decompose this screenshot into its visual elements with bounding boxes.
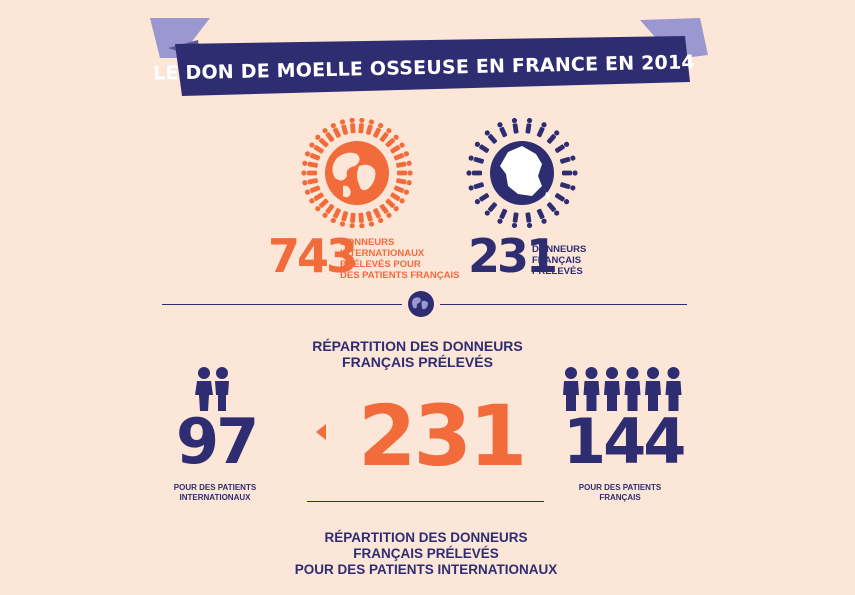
person-icon	[554, 193, 570, 205]
right-label-line: POUR DES PATIENTS	[578, 483, 662, 492]
french-donors-label: DONNEURS FRANÇAIS PRÉLEVÉS	[532, 244, 612, 277]
person-icon	[645, 367, 661, 411]
international-label-line: PRÉLEVÉS POUR	[340, 259, 421, 270]
person-icon	[358, 212, 365, 228]
person-icon	[315, 134, 329, 148]
france-label-line: DONNEURS	[532, 244, 587, 255]
person-icon	[339, 119, 349, 135]
person-icon	[365, 211, 375, 227]
people-ring-france-map-icon	[466, 118, 578, 228]
person-icon	[373, 122, 384, 138]
international-label-line: DONNEURS	[340, 237, 395, 248]
person-icon	[497, 122, 508, 138]
left-label-line: INTERNATIONAUX	[179, 493, 251, 502]
arrow-left-icon	[316, 424, 326, 440]
person-icon	[511, 212, 519, 228]
person-icon	[497, 208, 508, 224]
person-icon	[604, 367, 620, 411]
person-icon	[379, 128, 392, 143]
footer-heading-line: RÉPARTITION DES DONNEURS	[324, 530, 528, 545]
person-icon	[330, 208, 341, 224]
person-icon	[339, 211, 349, 227]
person-icon	[385, 198, 399, 212]
person-icon	[466, 170, 482, 176]
person-icon	[474, 193, 490, 205]
repartition-heading-line: RÉPARTITION DES DONNEURS	[312, 338, 523, 354]
person-icon	[358, 118, 365, 134]
person-icon	[390, 192, 405, 204]
globe-icon	[408, 291, 434, 317]
divider-left	[162, 304, 402, 305]
person-icon	[322, 203, 335, 218]
international-label-line: DES PATIENTS FRANÇAIS	[340, 270, 460, 281]
person-icon	[349, 212, 356, 228]
international-patients-label: POUR DES PATIENTS INTERNATIONAUX	[160, 483, 270, 503]
people-ring-globe-icon	[301, 118, 413, 228]
person-icon	[536, 122, 547, 138]
person-icon	[393, 151, 410, 161]
france-label-line: PRÉLEVÉS	[532, 266, 583, 277]
person-icon	[484, 202, 498, 216]
french-patients-label: POUR DES PATIENTS FRANÇAIS	[560, 483, 680, 503]
person-icon	[322, 128, 335, 143]
person-icon	[309, 192, 324, 204]
french-donors-count: 231	[468, 229, 558, 283]
international-patients-count: 97	[176, 405, 259, 478]
international-donors-count: 743	[268, 229, 358, 283]
person-icon	[546, 130, 560, 144]
person-icon	[559, 155, 576, 164]
person-icon	[393, 185, 410, 195]
person-icon	[302, 160, 318, 168]
person-icon	[624, 367, 641, 411]
footer-heading-line: POUR DES PATIENTS INTERNATIONAUX	[294, 562, 558, 577]
international-label-line: INTERNATIONAUX	[340, 248, 425, 259]
person-icon	[554, 141, 570, 153]
person-icon	[536, 208, 547, 224]
person-icon	[349, 118, 356, 134]
person-icon	[373, 208, 384, 224]
person-icon	[474, 141, 490, 153]
person-icon	[315, 198, 329, 212]
person-icon	[511, 118, 519, 134]
person-icon	[583, 367, 600, 411]
repartition-heading-line: FRANÇAIS PRÉLEVÉS	[342, 354, 493, 370]
person-icon	[525, 212, 533, 228]
person-icon	[385, 134, 399, 148]
two-people-icon	[195, 367, 229, 411]
person-icon	[302, 178, 318, 186]
french-patients-count: 144	[563, 405, 686, 478]
footer-heading-line: FRANÇAIS PRÉLEVÉS	[353, 546, 499, 561]
person-icon	[563, 367, 579, 411]
divider-right	[440, 304, 687, 305]
person-icon	[301, 170, 317, 176]
left-label-line: POUR DES PATIENTS	[173, 483, 257, 492]
person-icon	[304, 185, 321, 195]
person-icon	[484, 130, 498, 144]
title-banner	[150, 18, 708, 96]
six-people-icon	[563, 367, 682, 411]
international-donors-label: DONNEURS INTERNATIONAUX PRÉLEVÉS POUR DE…	[340, 237, 460, 281]
repartition-heading: RÉPARTITION DES DONNEURS FRANÇAIS PRÉLEV…	[290, 338, 545, 370]
person-icon	[562, 170, 578, 176]
arrow-right-icon	[497, 424, 507, 440]
person-icon	[468, 155, 485, 164]
person-icon	[468, 182, 485, 191]
person-icon	[304, 151, 321, 161]
footer-heading: RÉPARTITION DES DONNEURS FRANÇAIS PRÉLEV…	[250, 530, 602, 578]
bottom-divider	[307, 501, 544, 502]
person-icon	[365, 119, 375, 135]
person-icon	[390, 142, 405, 154]
person-icon	[309, 142, 324, 154]
person-icon	[525, 118, 533, 134]
person-icon	[546, 202, 560, 216]
france-label-line: FRANÇAIS	[532, 255, 582, 266]
person-icon	[397, 170, 413, 176]
person-icon	[396, 160, 412, 168]
person-icon	[559, 182, 576, 191]
person-icon	[379, 203, 392, 218]
person-icon	[330, 122, 341, 138]
person-icon	[665, 367, 682, 411]
person-icon	[396, 178, 412, 186]
right-label-line: FRANÇAIS	[599, 493, 641, 502]
